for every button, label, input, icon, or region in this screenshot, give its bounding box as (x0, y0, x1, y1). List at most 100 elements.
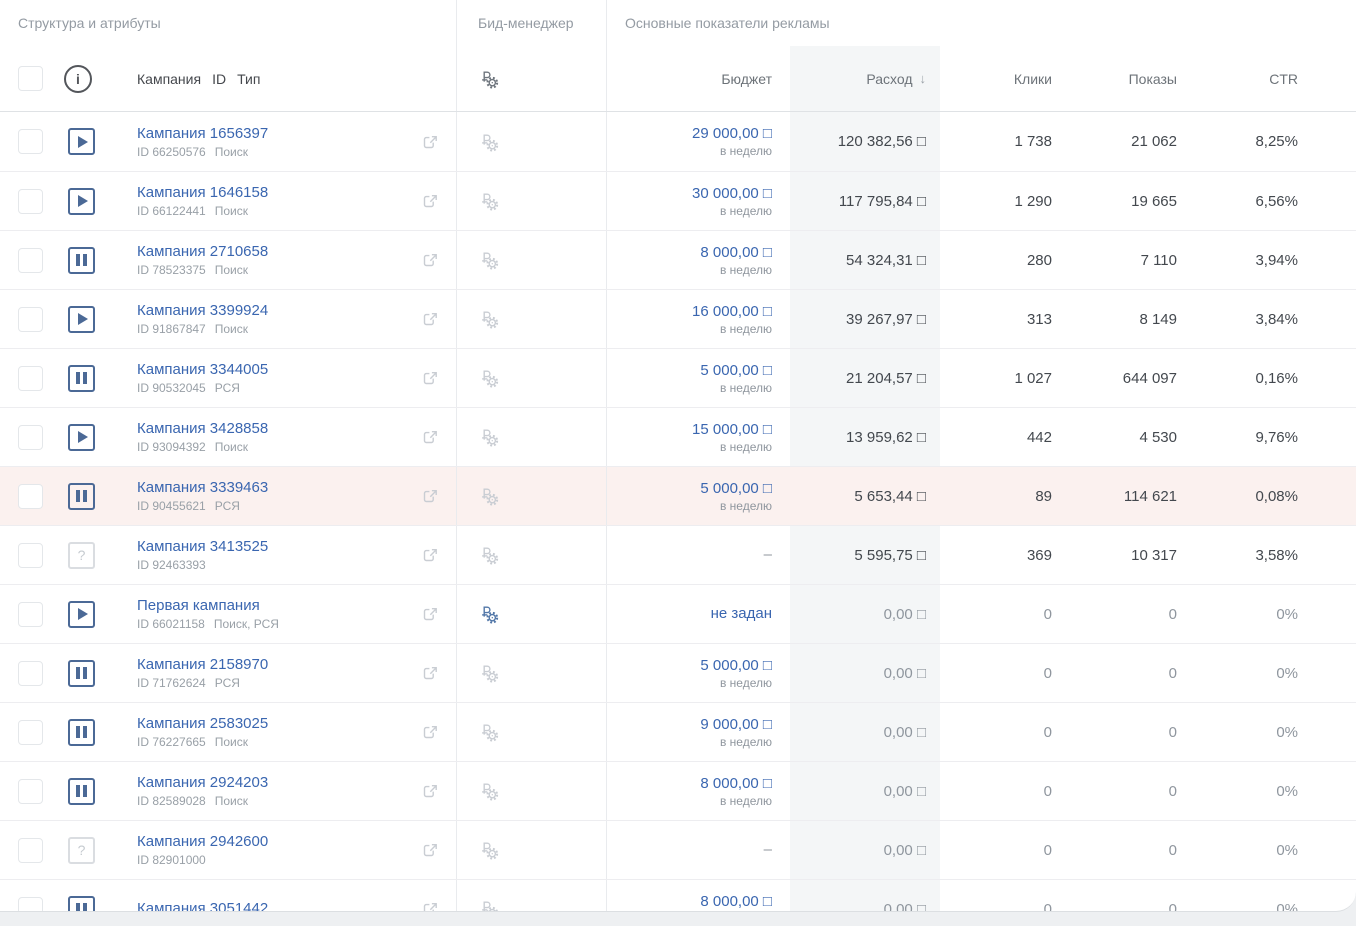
row-checkbox[interactable] (18, 542, 43, 568)
row-checkbox[interactable] (18, 188, 43, 214)
campaign-link[interactable]: Кампания 3339463 (137, 479, 269, 496)
select-all-checkbox[interactable] (18, 66, 43, 91)
campaign-link[interactable]: Кампания 2710658 (137, 243, 269, 260)
row-checkbox[interactable] (18, 129, 43, 154)
campaign-link[interactable]: Кампания 2158970 (137, 656, 269, 673)
status-icon[interactable]: ? (68, 836, 95, 864)
campaign-link[interactable]: Первая кампания (137, 597, 260, 614)
budget-value[interactable]: – (763, 841, 772, 858)
row-checkbox[interactable] (18, 719, 43, 745)
external-link-icon[interactable] (420, 191, 440, 211)
campaign-link[interactable]: Кампания 2942600 (137, 833, 269, 850)
status-icon[interactable] (68, 423, 95, 451)
campaign-link[interactable]: Кампания 1656397 (137, 124, 269, 142)
bid-manager-icon[interactable] (478, 898, 500, 911)
status-icon[interactable] (68, 364, 95, 392)
row-checkbox[interactable] (18, 424, 43, 450)
external-link-icon[interactable] (420, 545, 440, 565)
table-row: Кампания 3428858 ID 93094392 Поиск 15 00… (0, 407, 1356, 466)
campaign-link[interactable]: Кампания 3413525 (137, 538, 269, 555)
external-link-icon[interactable] (420, 486, 440, 506)
external-link-icon[interactable] (420, 132, 440, 152)
row-checkbox[interactable] (18, 601, 43, 627)
column-type[interactable]: Тип (237, 70, 261, 87)
external-link-icon[interactable] (420, 722, 440, 742)
bid-manager-icon[interactable] (478, 190, 500, 212)
campaign-link[interactable]: Кампания 1646158 (137, 184, 269, 201)
sort-desc-icon[interactable]: ↓ (919, 71, 927, 86)
budget-value[interactable]: 8 000,00 □ (700, 774, 772, 792)
budget-value[interactable]: не задан (710, 605, 772, 622)
column-campaign[interactable]: Кампания (137, 70, 202, 87)
status-icon[interactable] (68, 246, 95, 274)
column-ctr[interactable]: CTR (1269, 70, 1298, 87)
bid-manager-icon[interactable] (478, 780, 500, 802)
external-link-icon[interactable] (420, 781, 440, 801)
budget-value[interactable]: 29 000,00 □ (692, 125, 772, 142)
budget-value[interactable]: – (763, 546, 772, 563)
campaign-link[interactable]: Кампания 3344005 (137, 361, 269, 378)
external-link-icon[interactable] (420, 368, 440, 388)
status-icon[interactable] (68, 305, 95, 333)
budget-value[interactable]: 30 000,00 □ (692, 184, 772, 202)
column-clicks[interactable]: Клики (1013, 70, 1052, 87)
external-link-icon[interactable] (420, 250, 440, 270)
external-link-icon[interactable] (420, 427, 440, 447)
column-id[interactable]: ID (212, 70, 227, 87)
row-checkbox[interactable] (18, 837, 43, 863)
row-checkbox[interactable] (18, 896, 43, 911)
column-spend[interactable]: Расход (866, 70, 913, 87)
row-checkbox[interactable] (18, 306, 43, 332)
campaign-link[interactable]: Кампания 2583025 (137, 715, 269, 732)
budget-value[interactable]: 5 000,00 □ (700, 479, 772, 497)
external-link-icon[interactable] (420, 663, 440, 683)
bid-manager-icon[interactable] (478, 544, 500, 566)
status-icon[interactable]: ? (68, 541, 95, 569)
bid-manager-icon[interactable] (478, 68, 500, 90)
campaign-link[interactable]: Кампания 3428858 (137, 420, 269, 437)
bid-manager-icon[interactable] (478, 308, 500, 330)
bid-manager-icon[interactable] (478, 662, 500, 684)
status-icon[interactable] (68, 777, 95, 805)
column-impressions[interactable]: Показы (1128, 70, 1177, 87)
bid-manager-icon[interactable] (478, 426, 500, 448)
budget-value[interactable]: 5 000,00 □ (700, 656, 772, 674)
budget-value[interactable]: 5 000,00 □ (700, 361, 772, 379)
group-label-bid-manager: Бид-менеджер (478, 15, 574, 31)
row-checkbox[interactable] (18, 483, 43, 509)
bid-manager-icon[interactable] (478, 603, 500, 625)
status-icon[interactable] (68, 659, 95, 687)
status-icon[interactable] (68, 187, 95, 215)
info-icon[interactable]: i (64, 64, 92, 93)
status-icon[interactable] (68, 895, 95, 911)
bid-manager-icon[interactable] (478, 839, 500, 861)
row-checkbox[interactable] (18, 660, 43, 686)
ctr-value: 0% (1276, 723, 1298, 741)
external-link-icon[interactable] (420, 309, 440, 329)
bid-manager-icon[interactable] (478, 721, 500, 743)
status-icon[interactable] (68, 128, 95, 155)
bid-manager-icon[interactable] (478, 249, 500, 271)
campaign-link[interactable]: Кампания 2924203 (137, 774, 269, 791)
row-checkbox[interactable] (18, 778, 43, 804)
external-link-icon[interactable] (420, 604, 440, 624)
status-icon[interactable] (68, 718, 95, 746)
external-link-icon[interactable] (420, 899, 440, 911)
row-checkbox[interactable] (18, 365, 43, 391)
campaign-link[interactable]: Кампания 3399924 (137, 302, 269, 319)
budget-value[interactable]: 15 000,00 □ (692, 420, 772, 438)
row-checkbox[interactable] (18, 247, 43, 273)
status-icon[interactable] (68, 482, 95, 510)
budget-value[interactable]: 8 000,00 □ (700, 243, 772, 261)
campaign-link[interactable]: Кампания 3051442 (137, 899, 269, 912)
budget-value[interactable]: 9 000,00 □ (700, 715, 772, 733)
budget-value[interactable]: 8 000,00 □ (700, 892, 772, 910)
bid-manager-icon[interactable] (478, 367, 500, 389)
bid-manager-icon[interactable] (478, 131, 500, 153)
bid-manager-icon[interactable] (478, 485, 500, 507)
status-icon[interactable] (68, 600, 95, 628)
column-budget[interactable]: Бюджет (721, 70, 772, 87)
external-link-icon[interactable] (420, 840, 440, 860)
budget-value[interactable]: 16 000,00 □ (692, 302, 772, 320)
